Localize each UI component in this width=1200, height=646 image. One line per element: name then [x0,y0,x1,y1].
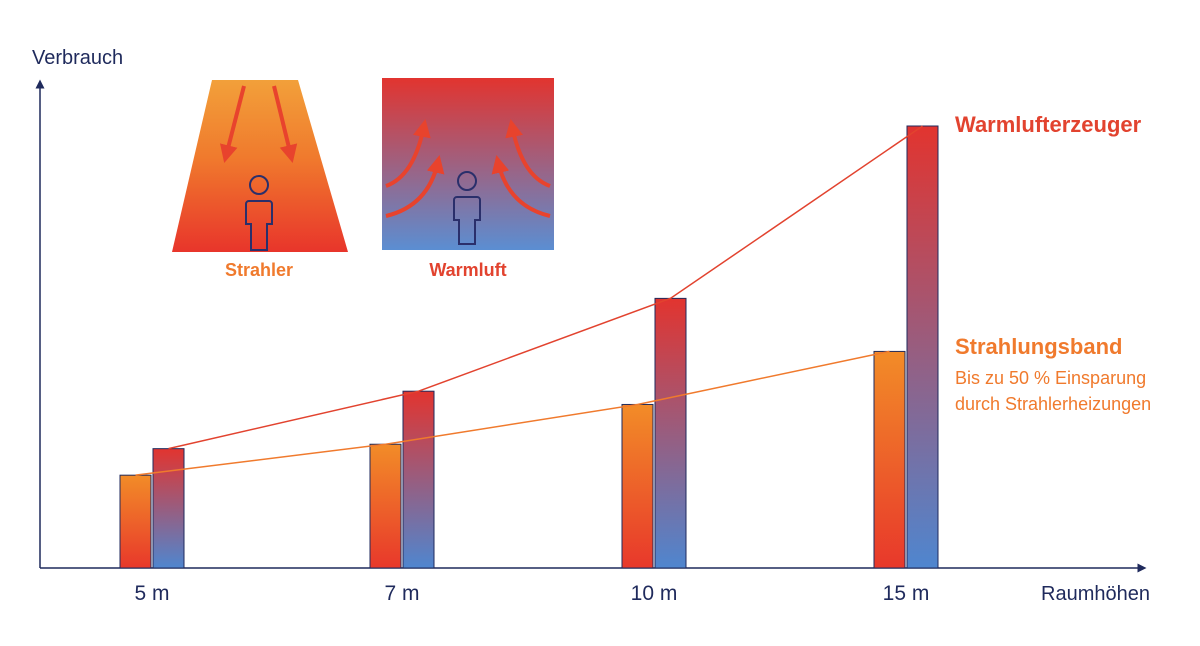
x-axis-label: Raumhöhen [1041,583,1150,605]
bar-warmlufterzeuger-1 [402,390,435,569]
bar-strahlungsband-1 [369,443,402,569]
radiant-ray-left [219,85,246,163]
warm-air-arrow [385,154,445,218]
person-icon [453,171,481,245]
x-tick-label: 15 m [883,582,930,605]
bar-warmlufterzeuger-2 [654,297,687,569]
radiant-caption: Strahler [225,260,293,280]
bar-strahlungsband-2 [621,403,654,569]
series-label-warmlufterzeuger: Warmlufterzeuger [955,112,1142,137]
illustration-radiant: Strahler [172,80,348,280]
warm-air-square [382,78,554,250]
warm-air-arrow [491,154,551,218]
bar-warmlufterzeuger-0 [152,448,185,569]
x-tick-label: 10 m [631,582,678,605]
x-tick-label: 7 m [384,582,419,605]
y-axis-label: Verbrauch [32,47,123,69]
warm-air-arrow [385,118,431,188]
illustration-warm-air: Warmluft [382,78,554,280]
bar-strahlungsband-0 [119,474,152,569]
series-label-strahlungsband: Strahlungsband [955,334,1122,359]
bar-warmlufterzeuger-3 [906,125,939,569]
bar-strahlungsband-3 [873,350,906,569]
savings-note-line-1: Bis zu 50 % Einsparung [955,368,1146,388]
radiant-cone [172,80,348,252]
series-labels: Warmlufterzeuger Strahlungsband Bis zu 5… [955,112,1151,414]
trend-line-warmlufterzeuger [168,125,923,450]
bars [119,125,939,569]
x-tick-label: 5 m [134,582,169,605]
x-ticks: 5 m 7 m 10 m 15 m [134,582,929,605]
trend-line-strahlungsband [135,350,890,476]
trend-lines [135,125,923,476]
axes: Verbrauch Raumhöhen [32,47,1150,605]
warm-air-arrow [505,118,551,188]
warm-air-caption: Warmluft [429,260,506,280]
person-icon [245,175,273,251]
savings-note-line-2: durch Strahlerheizungen [955,394,1151,414]
radiant-ray-right [272,85,298,163]
